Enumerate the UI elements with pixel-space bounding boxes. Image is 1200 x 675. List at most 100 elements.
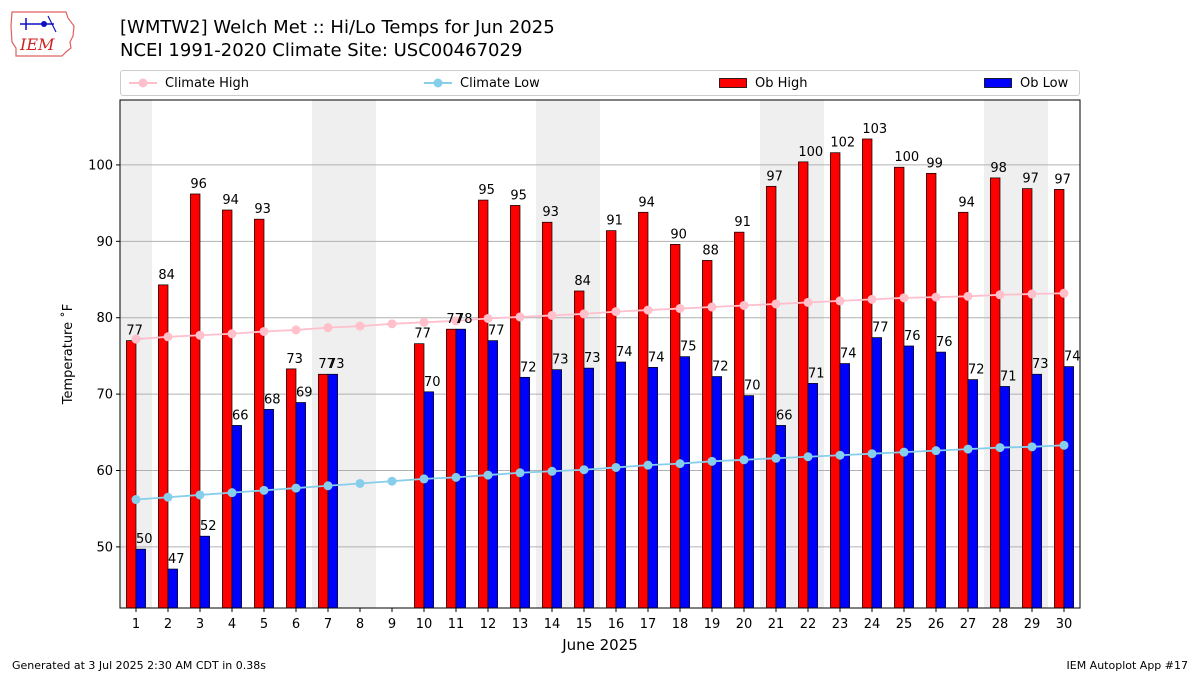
label-ob-high: 97 [766, 169, 783, 184]
point-climate-low [515, 468, 525, 478]
point-climate-low [419, 474, 429, 484]
point-climate-low [451, 472, 461, 482]
bar-ob-high [510, 205, 521, 609]
x-tick-label: 2 [164, 617, 172, 632]
label-ob-low: 77 [488, 324, 505, 339]
legend-item-ob-high: Ob High [719, 71, 808, 95]
label-ob-low: 68 [264, 392, 281, 407]
x-tick-label: 4 [228, 617, 236, 632]
bar-ob-low [615, 361, 626, 609]
bar-ob-high [574, 290, 585, 609]
bar-ob-high [254, 218, 265, 609]
bar-ob-low [423, 391, 434, 609]
point-climate-high [131, 334, 141, 344]
bar-ob-low [903, 345, 914, 609]
bar-ob-high [766, 185, 777, 609]
point-climate-high [547, 310, 557, 320]
point-climate-low [931, 446, 941, 456]
legend-label-climate-high: Climate High [165, 75, 250, 91]
point-climate-low [131, 495, 141, 505]
legend-item-climate-low: Climate Low [424, 71, 540, 95]
label-ob-low: 72 [520, 360, 537, 375]
point-climate-high [675, 304, 685, 314]
label-ob-low: 73 [1032, 357, 1049, 372]
y-tick-label: 90 [96, 235, 113, 250]
bar-ob-high [702, 260, 713, 609]
legend-label-ob-high: Ob High [755, 75, 808, 91]
x-tick-label: 28 [992, 617, 1009, 632]
label-ob-low: 74 [840, 347, 857, 362]
label-ob-low: 66 [776, 408, 793, 423]
bar-ob-low [455, 328, 466, 609]
x-tick-label: 21 [768, 617, 785, 632]
label-ob-low: 76 [904, 329, 921, 344]
x-tick-label: 26 [928, 617, 945, 632]
x-tick-label: 11 [448, 617, 465, 632]
bar-ob-low [135, 548, 146, 609]
label-ob-high: 100 [798, 145, 823, 160]
label-ob-low: 74 [648, 350, 665, 365]
x-tick-label: 29 [1024, 617, 1041, 632]
label-ob-high: 98 [990, 161, 1007, 176]
x-tick-label: 5 [260, 617, 268, 632]
x-tick-label: 6 [292, 617, 300, 632]
point-climate-low [611, 462, 621, 472]
point-climate-high [835, 296, 845, 306]
chart-subtitle: NCEI 1991-2020 Climate Site: USC00467029 [120, 40, 523, 61]
chart-title: [WMTW2] Welch Met :: Hi/Lo Temps for Jun… [120, 17, 555, 38]
plot-frame [119, 99, 1081, 609]
label-ob-high: 90 [670, 227, 687, 242]
label-ob-high: 97 [1022, 172, 1039, 187]
label-ob-low: 70 [744, 379, 761, 394]
point-climate-high [899, 293, 909, 303]
point-climate-high [707, 302, 717, 312]
bar-ob-low [167, 568, 178, 609]
x-tick-label: 7 [324, 617, 332, 632]
svg-text:IEM: IEM [19, 35, 55, 54]
label-ob-low: 73 [584, 351, 601, 366]
x-tick-label: 24 [864, 617, 881, 632]
bar-ob-low [1031, 373, 1042, 609]
generated-timestamp: Generated at 3 Jul 2025 2:30 AM CDT in 0… [12, 659, 266, 672]
label-ob-low: 74 [1064, 350, 1081, 365]
bar-ob-high [862, 138, 873, 609]
label-ob-high: 103 [862, 122, 887, 137]
bar-ob-low [711, 376, 722, 609]
legend-swatch-ob-high [719, 78, 747, 88]
label-ob-high: 95 [478, 183, 495, 198]
x-tick-label: 9 [388, 617, 396, 632]
x-tick-label: 25 [896, 617, 913, 632]
x-tick-label: 16 [608, 617, 625, 632]
bar-ob-low [775, 425, 786, 609]
point-climate-low [195, 490, 205, 500]
point-climate-high [867, 294, 877, 304]
bar-ob-low [999, 386, 1010, 609]
legend-label-ob-low: Ob Low [1020, 75, 1069, 91]
x-tick-label: 19 [704, 617, 721, 632]
label-ob-low: 52 [200, 519, 217, 534]
point-climate-low [963, 444, 973, 454]
label-ob-high: 88 [702, 243, 719, 258]
x-axis-label: June 2025 [561, 636, 638, 654]
legend-item-climate-high: Climate High [129, 71, 249, 95]
point-climate-low [867, 449, 877, 459]
label-ob-high: 73 [286, 352, 303, 367]
chart-legend: Climate High Climate Low Ob High Ob Low [120, 70, 1080, 96]
bar-ob-low [647, 367, 658, 609]
x-tick-label: 17 [640, 617, 657, 632]
bar-ob-low [295, 402, 306, 609]
bar-ob-high [1054, 189, 1065, 609]
bar-ob-high [894, 166, 905, 609]
point-climate-high [579, 309, 589, 319]
bar-ob-high [670, 244, 681, 609]
legend-swatch-climate-low [424, 78, 452, 88]
point-climate-low [707, 456, 717, 466]
point-climate-high [387, 319, 397, 329]
bar-ob-low [583, 367, 594, 609]
point-climate-low [579, 465, 589, 475]
point-climate-high [227, 329, 237, 339]
point-climate-high [995, 290, 1005, 300]
point-climate-low [163, 492, 173, 502]
bar-ob-low [967, 379, 978, 609]
